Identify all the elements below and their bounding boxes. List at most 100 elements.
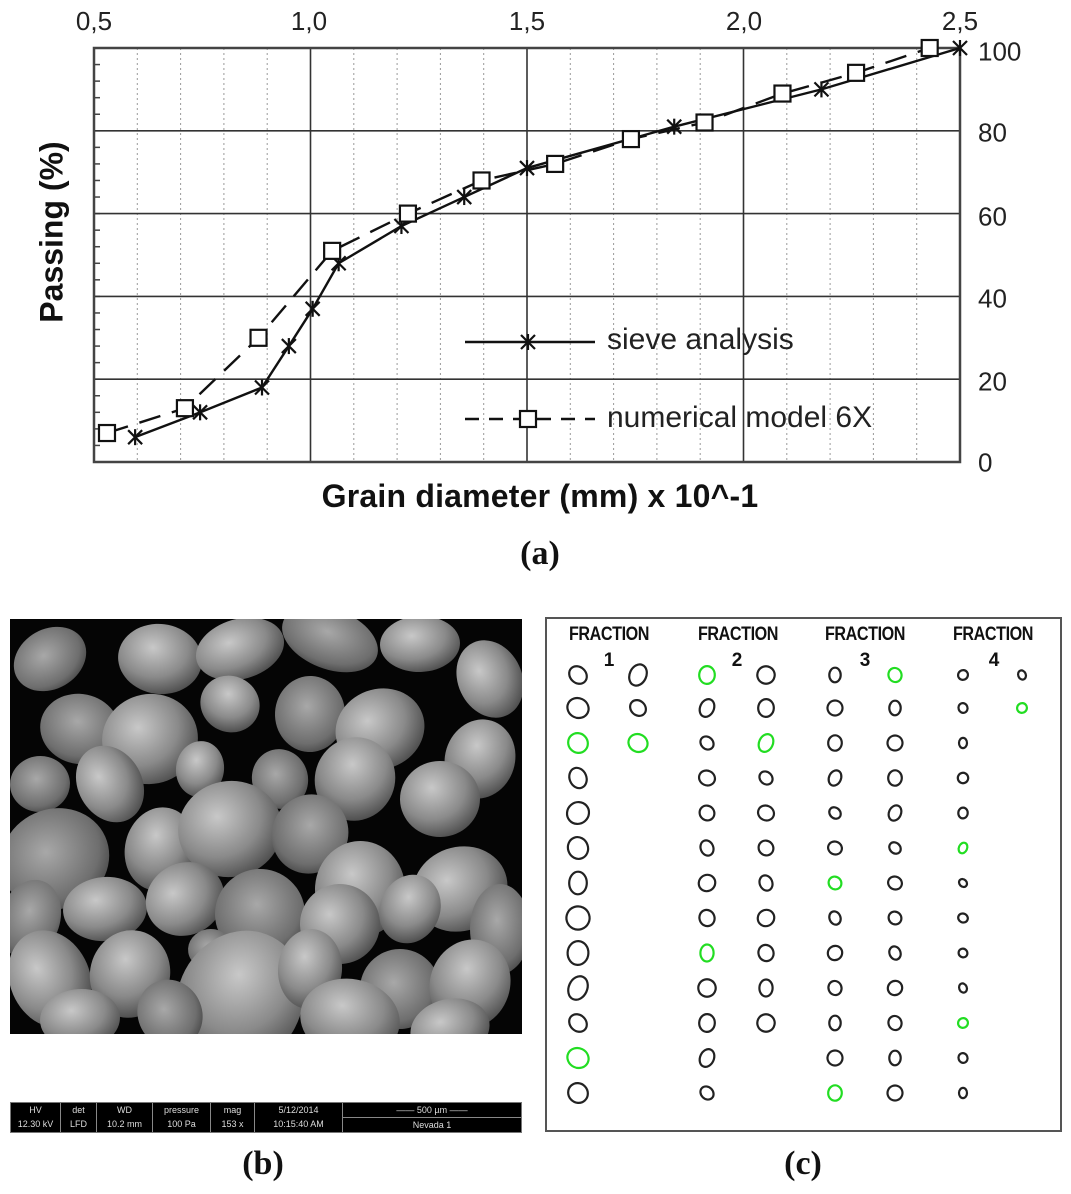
grain-outline [888, 841, 902, 855]
fraction-2-title: FRACTION [697, 624, 779, 645]
panel-label-b: (b) [242, 1145, 284, 1182]
grain-outline [887, 875, 903, 891]
sand-grain [145, 862, 225, 936]
grain-outline [629, 699, 647, 717]
y-tick-label: 40 [978, 283, 1007, 314]
grain-outline [828, 666, 842, 684]
grain-outline [756, 665, 776, 685]
grain-outline [828, 1014, 842, 1032]
sand-grain [63, 876, 147, 942]
sand-grain [137, 979, 203, 1034]
sand-grain [379, 874, 441, 944]
y-tick-label: 20 [978, 366, 1007, 397]
grain-outline [568, 766, 588, 790]
grain-outline [756, 804, 776, 822]
fraction-4-number: 4 [988, 650, 1000, 671]
grain-outline [956, 771, 970, 785]
square-marker [773, 84, 792, 103]
star-marker [813, 81, 830, 98]
grain-outline [697, 873, 717, 893]
grain-outline [887, 1014, 903, 1032]
legend-sieve-analysis: sieve analysis [607, 323, 794, 356]
grain-outline [826, 1049, 844, 1067]
grain-outline [565, 905, 591, 931]
sand-grain [282, 619, 378, 673]
grain-outline [568, 870, 588, 896]
star-marker [519, 160, 535, 177]
grain-outline [697, 978, 717, 998]
scale-bar: —— 500 µm —— [343, 1103, 521, 1118]
grain-outline [886, 979, 904, 997]
grain-outline [699, 1085, 715, 1101]
grain-outline [887, 910, 903, 926]
sand-grain [400, 760, 480, 838]
sem-mag-cell: mag 153 x [211, 1103, 255, 1132]
grain-outline [566, 696, 590, 720]
grain-outline [758, 874, 774, 892]
fraction-1-number: 1 [603, 650, 615, 671]
fraction-3-number: 3 [859, 650, 871, 671]
fraction-3-title: FRACTION [824, 624, 906, 645]
grain-outline [888, 1049, 902, 1067]
sand-grain [200, 675, 260, 733]
sand-grain [380, 619, 460, 673]
grain-outline [827, 840, 843, 856]
sem-hv-cell: HV 12.30 kV [11, 1103, 61, 1132]
highlighted-grain-outline [957, 841, 969, 855]
grain-outline [828, 806, 842, 820]
x-tick-label: 2,5 [941, 6, 979, 36]
highlighted-grain-outline [757, 733, 775, 753]
sand-grain [456, 640, 522, 718]
sand-grain [118, 623, 202, 695]
square-marker [546, 154, 565, 174]
grain-outline [827, 769, 843, 787]
sand-grain [300, 978, 400, 1034]
grain-outline [888, 699, 902, 717]
grain-outline [827, 734, 843, 752]
square-marker [920, 38, 939, 58]
grain-outline [957, 1052, 969, 1064]
star-marker [127, 429, 143, 446]
square-marker [846, 63, 866, 82]
x-tick-label: 0,5 [75, 6, 113, 36]
sand-grain [176, 930, 304, 1034]
grain-outline [568, 1013, 588, 1033]
grain-outline [828, 910, 842, 926]
grain-outline [888, 945, 902, 961]
grain-outline [757, 839, 775, 857]
fraction-4-title: FRACTION [952, 624, 1034, 645]
fraction-1-title: FRACTION [568, 624, 650, 645]
sand-grain [10, 755, 70, 813]
sand-grain [178, 780, 282, 878]
highlighted-grain-outline [827, 875, 843, 891]
grain-outline [957, 912, 969, 924]
grain-outline [826, 944, 844, 962]
grain-outline [698, 1013, 716, 1033]
fraction-2-number: 2 [731, 650, 743, 671]
star-marker [192, 404, 208, 421]
y-tick-label: 0 [978, 447, 993, 478]
grain-outline [887, 804, 903, 822]
x-tick-label: 1,0 [290, 6, 328, 36]
grain-size-chart [92, 38, 968, 464]
grain-outline [566, 836, 590, 860]
y-tick-label: 80 [978, 117, 1007, 148]
grain-outline [756, 908, 776, 928]
sem-det-cell: det LFD [61, 1103, 97, 1132]
legend-square-marker [518, 409, 538, 429]
grain-outline [756, 1013, 776, 1033]
sand-grain [175, 741, 225, 797]
grain-outline [758, 770, 774, 786]
square-marker [97, 423, 117, 443]
grain-outline [568, 665, 588, 685]
square-marker [175, 399, 195, 418]
square-marker [472, 171, 491, 190]
grain-outline [698, 804, 716, 822]
grain-outline [826, 699, 844, 717]
highlighted-grain-outline [956, 1017, 970, 1029]
grain-outline [697, 769, 717, 787]
grain-outline [698, 698, 716, 718]
grain-outline [628, 663, 648, 687]
grain-outline [957, 702, 969, 714]
sand-grain [410, 998, 490, 1034]
